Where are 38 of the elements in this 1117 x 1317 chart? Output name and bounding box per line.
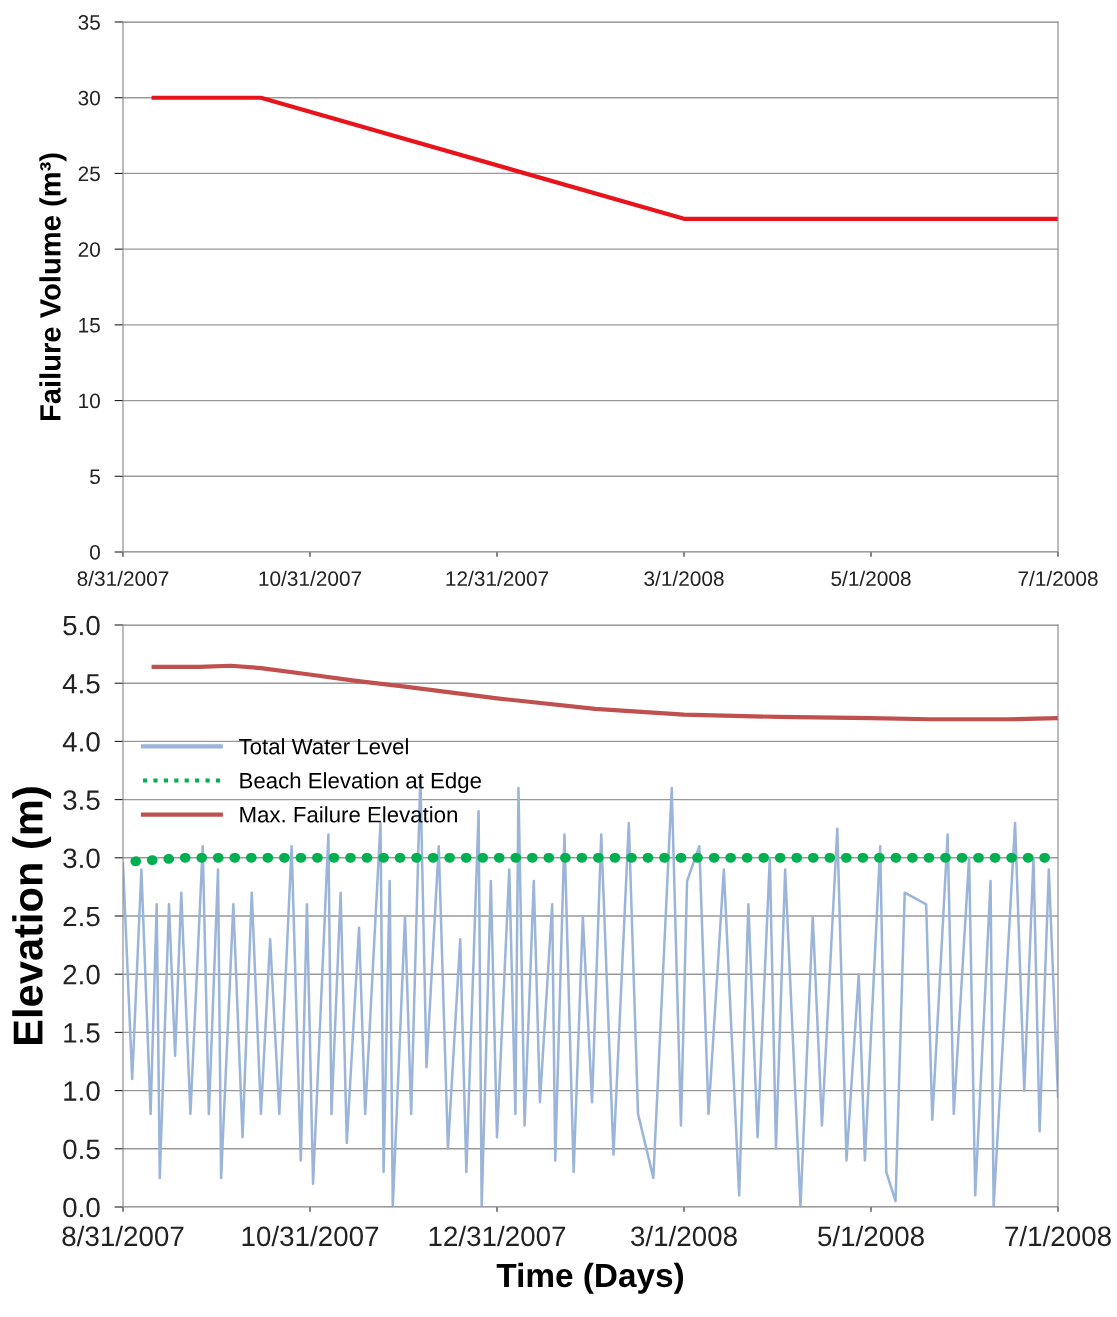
x-tick-label: 5/1/2008	[831, 570, 911, 587]
line-series	[151, 663, 1058, 722]
y-tick-label: 5.0	[63, 615, 100, 636]
x-axis-title: Time (Days)	[496, 1262, 684, 1294]
x-tick-label: 3/1/2008	[631, 1225, 737, 1247]
y-tick-label: 5	[90, 469, 100, 485]
y-tick-label: 30	[78, 90, 100, 106]
y-tick-label: 25	[78, 166, 100, 182]
x-tick-label: 8/31/2007	[77, 570, 169, 587]
y-tick-label: 10	[79, 393, 100, 409]
y-tick-label: 0.5	[63, 1139, 100, 1160]
y-tick-label: 0.0	[63, 1197, 100, 1218]
x-tick-label: 8/31/2007	[62, 1225, 184, 1247]
y-tick-label: 20	[78, 242, 100, 257]
legend-label: Beach Elevation at Edge	[240, 772, 481, 793]
y-tick-label: 3.5	[63, 790, 100, 810]
x-tick-label: 12/31/2007	[429, 1225, 566, 1247]
legend-label: Max. Failure Elevation	[240, 806, 457, 823]
y-tick-label: 2.0	[63, 964, 100, 985]
y-tick-label: 1.0	[64, 1081, 100, 1101]
legend-label: Total Water Level	[239, 738, 408, 755]
x-tick-label: 12/31/2007	[446, 570, 549, 587]
y-axis-title: Failure Volume (m³)	[39, 153, 67, 421]
x-tick-label: 7/1/2008	[1005, 1225, 1111, 1247]
y-tick-label: 3.0	[63, 848, 100, 869]
y-tick-label: 0	[90, 545, 100, 560]
y-tick-label: 4.5	[62, 674, 100, 694]
x-tick-label: 7/1/2008	[1018, 570, 1098, 587]
y-tick-label: 15	[79, 318, 100, 333]
x-tick-label: 10/31/2007	[242, 1225, 379, 1247]
x-tick-label: 3/1/2008	[644, 570, 724, 587]
x-tick-label: 10/31/2007	[259, 570, 362, 587]
y-tick-label: 1.5	[64, 1023, 100, 1043]
x-tick-label: 5/1/2008	[818, 1225, 924, 1247]
y-tick-label: 4.0	[62, 732, 100, 752]
y-axis-title: Elevation (m)	[12, 787, 52, 1045]
y-tick-label: 2.5	[63, 906, 100, 927]
y-tick-label: 35	[78, 15, 100, 30]
